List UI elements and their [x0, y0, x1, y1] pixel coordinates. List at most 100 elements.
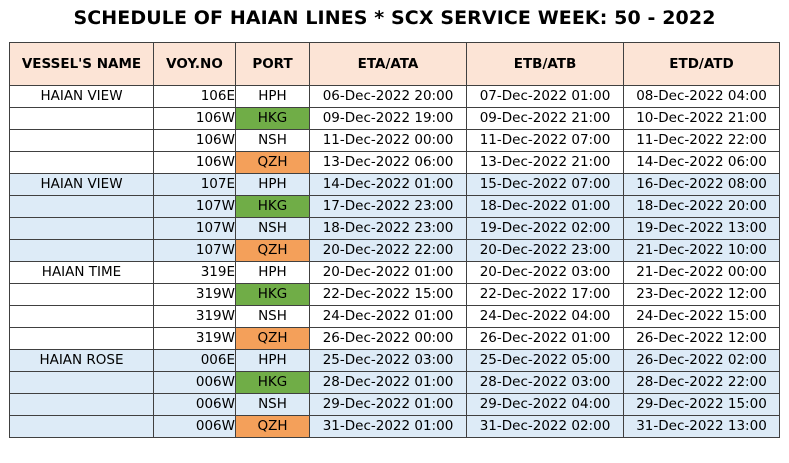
etd-cell: 24-Dec-2022 15:00 [623, 305, 780, 328]
etd-cell: 11-Dec-2022 22:00 [623, 129, 780, 152]
eta-cell: 28-Dec-2022 01:00 [309, 371, 467, 394]
schedule-table: VESSEL'S NAME VOY.NO PORT ETA/ATA ETB/AT… [9, 42, 780, 438]
eta-cell: 29-Dec-2022 01:00 [309, 393, 467, 416]
vessel-cell: HAIAN ROSE [9, 349, 154, 372]
eta-cell: 11-Dec-2022 00:00 [309, 129, 467, 152]
voyage-cell: 106W [153, 151, 236, 174]
voyage-cell: 006E [153, 349, 236, 372]
eta-cell: 26-Dec-2022 00:00 [309, 327, 467, 350]
port-cell: HKG [235, 371, 310, 394]
column-header-voyage: VOY.NO [153, 42, 236, 86]
voyage-cell: 006W [153, 393, 236, 416]
etb-cell: 28-Dec-2022 03:00 [466, 371, 624, 394]
voyage-cell: 319W [153, 305, 236, 328]
etb-cell: 13-Dec-2022 21:00 [466, 151, 624, 174]
etd-cell: 19-Dec-2022 13:00 [623, 217, 780, 240]
voyage-cell: 006W [153, 371, 236, 394]
port-cell: NSH [235, 393, 310, 416]
column-header-etb: ETB/ATB [466, 42, 624, 86]
table-row: HAIAN TIME 319E HPH 20-Dec-2022 01:00 20-Dec… [9, 261, 780, 284]
eta-cell: 06-Dec-2022 20:00 [309, 85, 467, 108]
table-row: 006W HKG 28-Dec-2022 01:00 28-Dec-2022 03:0… [9, 371, 780, 394]
column-header-vessel: VESSEL'S NAME [9, 42, 154, 86]
etd-cell: 08-Dec-2022 04:00 [623, 85, 780, 108]
port-cell: HKG [235, 283, 310, 306]
eta-cell: 31-Dec-2022 01:00 [309, 415, 467, 438]
vessel-cell: HAIAN TIME [9, 261, 154, 284]
schedule-body: HAIAN VIEW 106E HPH 06-Dec-2022 20:00 07-Dec… [9, 85, 780, 438]
voyage-cell: 106W [153, 129, 236, 152]
etb-cell: 24-Dec-2022 04:00 [466, 305, 624, 328]
voyage-cell: 107W [153, 239, 236, 262]
table-row: 106W NSH 11-Dec-2022 00:00 11-Dec-2022 07:0… [9, 129, 780, 152]
port-cell: QZH [235, 151, 310, 174]
voyage-cell: 107W [153, 217, 236, 240]
etb-cell: 09-Dec-2022 21:00 [466, 107, 624, 130]
table-row: 107W QZH 20-Dec-2022 22:00 20-Dec-2022 23:0… [9, 239, 780, 262]
port-cell: NSH [235, 217, 310, 240]
eta-cell: 14-Dec-2022 01:00 [309, 173, 467, 196]
etb-cell: 20-Dec-2022 23:00 [466, 239, 624, 262]
port-cell: NSH [235, 305, 310, 328]
vessel-cell: HAIAN VIEW [9, 173, 154, 196]
port-cell: QZH [235, 415, 310, 438]
eta-cell: 24-Dec-2022 01:00 [309, 305, 467, 328]
vessel-cell [9, 283, 154, 306]
table-row: 006W NSH 29-Dec-2022 01:00 29-Dec-2022 04:0… [9, 393, 780, 416]
vessel-cell [9, 415, 154, 438]
column-header-port: PORT [235, 42, 310, 86]
etd-cell: 28-Dec-2022 22:00 [623, 371, 780, 394]
etb-cell: 15-Dec-2022 07:00 [466, 173, 624, 196]
column-header-eta: ETA/ATA [309, 42, 467, 86]
etb-cell: 19-Dec-2022 02:00 [466, 217, 624, 240]
etd-cell: 14-Dec-2022 06:00 [623, 151, 780, 174]
etd-cell: 21-Dec-2022 00:00 [623, 261, 780, 284]
etb-cell: 22-Dec-2022 17:00 [466, 283, 624, 306]
etd-cell: 29-Dec-2022 15:00 [623, 393, 780, 416]
voyage-cell: 319E [153, 261, 236, 284]
voyage-cell: 107W [153, 195, 236, 218]
table-row: 106W QZH 13-Dec-2022 06:00 13-Dec-2022 21:0… [9, 151, 780, 174]
voyage-cell: 107E [153, 173, 236, 196]
etd-cell: 10-Dec-2022 21:00 [623, 107, 780, 130]
vessel-cell [9, 217, 154, 240]
port-cell: QZH [235, 239, 310, 262]
eta-cell: 09-Dec-2022 19:00 [309, 107, 467, 130]
vessel-cell [9, 305, 154, 328]
vessel-cell [9, 151, 154, 174]
etd-cell: 21-Dec-2022 10:00 [623, 239, 780, 262]
page-title: SCHEDULE OF HAIAN LINES * SCX SERVICE WE… [73, 7, 716, 29]
vessel-cell [9, 393, 154, 416]
etb-cell: 29-Dec-2022 04:00 [466, 393, 624, 416]
vessel-cell [9, 129, 154, 152]
vessel-cell [9, 107, 154, 130]
eta-cell: 25-Dec-2022 03:00 [309, 349, 467, 372]
port-cell: NSH [235, 129, 310, 152]
eta-cell: 20-Dec-2022 22:00 [309, 239, 467, 262]
table-row: 107W NSH 18-Dec-2022 23:00 19-Dec-2022 02:0… [9, 217, 780, 240]
etb-cell: 20-Dec-2022 03:00 [466, 261, 624, 284]
port-cell: HPH [235, 349, 310, 372]
etd-cell: 31-Dec-2022 13:00 [623, 415, 780, 438]
voyage-cell: 006W [153, 415, 236, 438]
table-row: 319W QZH 26-Dec-2022 00:00 26-Dec-2022 01:0… [9, 327, 780, 350]
vessel-cell [9, 327, 154, 350]
voyage-cell: 319W [153, 283, 236, 306]
etd-cell: 16-Dec-2022 08:00 [623, 173, 780, 196]
etb-cell: 07-Dec-2022 01:00 [466, 85, 624, 108]
voyage-cell: 106E [153, 85, 236, 108]
vessel-cell [9, 195, 154, 218]
etd-cell: 26-Dec-2022 02:00 [623, 349, 780, 372]
port-cell: HPH [235, 85, 310, 108]
vessel-cell: HAIAN VIEW [9, 85, 154, 108]
voyage-cell: 106W [153, 107, 236, 130]
port-cell: QZH [235, 327, 310, 350]
port-cell: HKG [235, 195, 310, 218]
port-cell: HPH [235, 261, 310, 284]
etd-cell: 23-Dec-2022 12:00 [623, 283, 780, 306]
port-cell: HKG [235, 107, 310, 130]
voyage-cell: 319W [153, 327, 236, 350]
eta-cell: 22-Dec-2022 15:00 [309, 283, 467, 306]
table-row: HAIAN VIEW 107E HPH 14-Dec-2022 01:00 15-Dec… [9, 173, 780, 196]
eta-cell: 13-Dec-2022 06:00 [309, 151, 467, 174]
